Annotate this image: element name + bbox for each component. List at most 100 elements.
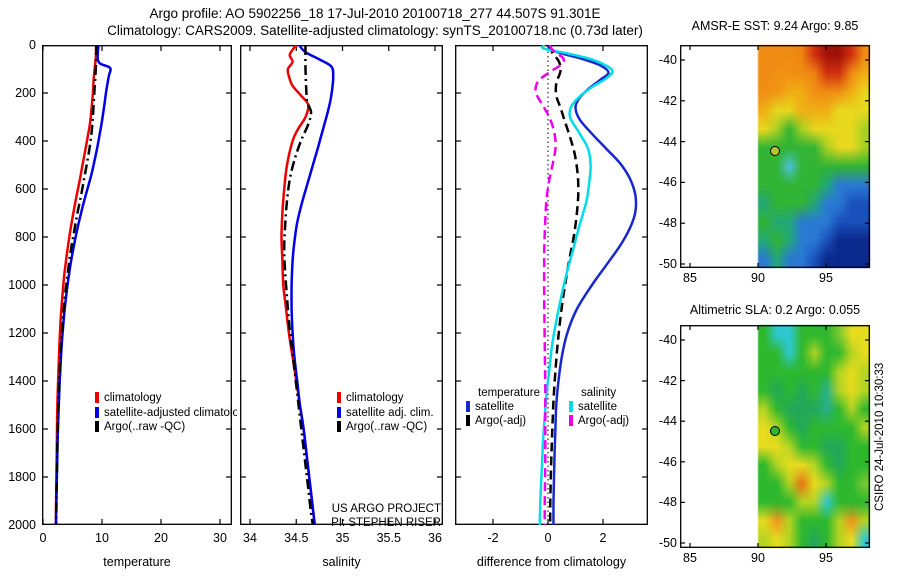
lon-tick-label: 90 bbox=[751, 271, 765, 285]
x-tick-label: 34.5 bbox=[284, 531, 309, 545]
x-tick-label: 36 bbox=[428, 531, 442, 545]
figure-title-line1: Argo profile: AO 5902256_18 17-Jul-2010 … bbox=[149, 6, 601, 21]
legend-entry: satellite-adjusted climatology bbox=[95, 406, 237, 419]
legend-label: satellite bbox=[475, 401, 514, 413]
argo-float-location-marker-sla bbox=[770, 425, 781, 436]
legend-label: Argo(..raw -QC) bbox=[104, 421, 186, 433]
lon-tick-label: 85 bbox=[683, 271, 697, 285]
legend-label: Argo(..raw -QC) bbox=[346, 421, 428, 433]
x-tick-label: -2 bbox=[487, 531, 499, 545]
lat-tick-label: -50 bbox=[658, 536, 677, 550]
x-tick-label: 0 bbox=[39, 531, 47, 545]
depth-tick-label: 200 bbox=[15, 86, 36, 100]
legend-entry: satellite bbox=[569, 401, 617, 413]
x-tick-label: 34 bbox=[243, 531, 257, 545]
map-frame bbox=[680, 45, 870, 268]
x-tick-label: 35.5 bbox=[376, 531, 401, 545]
legend-label: Argo(-adj) bbox=[578, 415, 630, 427]
argo-float-location-marker-sst bbox=[770, 146, 781, 157]
figure-title-line2: Climatology: CARS2009. Satellite-adjuste… bbox=[107, 23, 643, 38]
temperature-profile-panel bbox=[42, 45, 232, 525]
difference-profile-series-1 bbox=[548, 45, 580, 525]
lat-tick-label: -42 bbox=[658, 373, 677, 388]
legend-entry: climatology bbox=[337, 392, 404, 404]
legend-line-sample bbox=[337, 421, 341, 432]
depth-tick-label: 2000 bbox=[8, 518, 36, 532]
legend-label: satellite-adjusted climatology bbox=[104, 406, 237, 419]
depth-tick-label: 400 bbox=[15, 134, 36, 148]
legend-entry: climatology bbox=[95, 392, 162, 404]
depth-tick-label: 1800 bbox=[8, 470, 36, 484]
lon-tick-label: 85 bbox=[683, 551, 697, 565]
difference-profile-series-2 bbox=[538, 45, 614, 525]
difference-profile-series-3 bbox=[534, 45, 566, 525]
project-text-line1: US ARGO PROJECT bbox=[331, 503, 441, 515]
x-tick-label: 30 bbox=[213, 531, 227, 545]
csiro-timestamp: CSIRO 24-Jul-2010 10:30:33 bbox=[874, 362, 886, 511]
salinity-profile-series-2 bbox=[282, 45, 315, 525]
lat-tick-label: -46 bbox=[658, 454, 677, 469]
depth-tick-label: 600 bbox=[15, 182, 36, 196]
sst-heatmap-canvas bbox=[758, 45, 870, 268]
temperature-profile-series-0 bbox=[54, 45, 98, 525]
x-axis-label: difference from climatology bbox=[476, 555, 627, 569]
legend-entry: Argo(..raw -QC) bbox=[337, 421, 427, 433]
depth-tick-label: 1000 bbox=[8, 278, 36, 292]
legend-group-header: temperature bbox=[478, 387, 541, 399]
x-tick-label: 2 bbox=[599, 531, 607, 545]
legend-entry: Argo(-adj) bbox=[569, 415, 629, 427]
lat-tick-label: -42 bbox=[658, 93, 677, 108]
sst-map-title: AMSR-E SST: 9.24 Argo: 9.85 bbox=[691, 19, 859, 33]
lon-tick-label: 95 bbox=[819, 551, 833, 565]
sla-map-frame bbox=[680, 325, 870, 548]
legend-entry: satellite adj. clim. bbox=[337, 406, 434, 419]
legend-line-sample bbox=[466, 401, 470, 412]
legend-line-sample bbox=[569, 415, 573, 426]
lat-tick-label: -44 bbox=[658, 414, 677, 429]
legend-line-sample bbox=[95, 406, 99, 418]
salinity-profile-series-1 bbox=[290, 45, 335, 525]
depth-tick-label: 1200 bbox=[8, 326, 36, 340]
lat-tick-label: -44 bbox=[658, 134, 677, 149]
depth-tick-label: 1400 bbox=[8, 374, 36, 388]
project-text-line2: PI: STEPHEN RISER bbox=[331, 517, 441, 529]
legend-label: satellite bbox=[578, 401, 617, 413]
axis-frame bbox=[455, 45, 648, 525]
legend-group-header: salinity bbox=[581, 387, 617, 399]
temperature-profile-series-2 bbox=[54, 45, 98, 525]
depth-tick-label: 1600 bbox=[8, 422, 36, 436]
x-tick-label: 20 bbox=[154, 531, 168, 545]
legend-entry: Argo(..raw -QC) bbox=[95, 421, 185, 433]
sla-map-title: Altimetric SLA: 0.2 Argo: 0.055 bbox=[689, 303, 861, 317]
difference-profile-panel bbox=[455, 45, 648, 525]
x-axis-label: temperature bbox=[103, 555, 171, 569]
lat-tick-label: -46 bbox=[658, 175, 677, 190]
legend-line-sample bbox=[466, 415, 470, 426]
legend-line-sample bbox=[95, 392, 99, 403]
lat-tick-label: -48 bbox=[658, 216, 677, 231]
legend-label: climatology bbox=[104, 392, 162, 404]
legend-entry: Argo(-adj) bbox=[466, 415, 526, 427]
axis-frame bbox=[240, 45, 443, 525]
salinity-profile-panel bbox=[240, 45, 443, 525]
legend-line-sample bbox=[337, 406, 341, 418]
legend-entry: satellite bbox=[466, 401, 514, 413]
depth-tick-label: 800 bbox=[15, 230, 36, 244]
lon-tick-label: 95 bbox=[819, 271, 833, 285]
x-tick-label: 0 bbox=[544, 531, 552, 545]
depth-tick-label: 0 bbox=[29, 38, 36, 52]
sla-heatmap-canvas bbox=[758, 325, 870, 548]
lat-tick-label: -40 bbox=[658, 53, 677, 67]
legend-label: climatology bbox=[346, 392, 404, 404]
x-tick-label: 10 bbox=[95, 531, 109, 545]
legend-line-sample bbox=[569, 401, 573, 412]
legend-label: Argo(-adj) bbox=[475, 415, 527, 427]
axis-frame bbox=[42, 45, 232, 525]
difference-profile-series-0 bbox=[547, 45, 638, 525]
lat-tick-label: -40 bbox=[658, 333, 677, 347]
lat-tick-label: -50 bbox=[658, 257, 677, 271]
legend-label: satellite adj. clim. bbox=[346, 406, 434, 419]
legend-line-sample bbox=[337, 392, 341, 403]
x-tick-label: 35 bbox=[335, 531, 350, 545]
